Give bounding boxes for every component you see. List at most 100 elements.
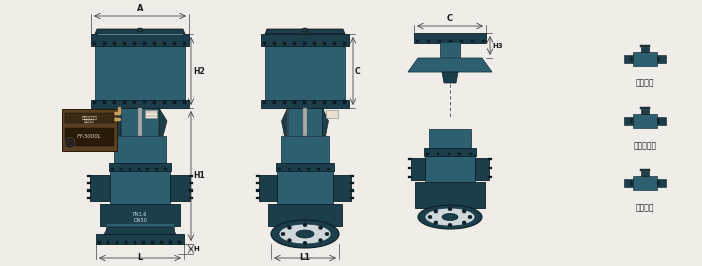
Ellipse shape <box>319 226 322 229</box>
Ellipse shape <box>468 215 472 219</box>
Bar <box>641 171 649 176</box>
Ellipse shape <box>434 221 438 225</box>
Bar <box>109 163 171 171</box>
Polygon shape <box>442 72 458 83</box>
Bar <box>333 101 336 104</box>
Bar <box>103 42 105 45</box>
Ellipse shape <box>325 232 329 236</box>
Bar <box>278 168 281 170</box>
Bar <box>640 169 650 171</box>
Bar <box>95 34 185 102</box>
Bar <box>427 39 430 42</box>
Bar <box>143 42 145 45</box>
Ellipse shape <box>631 60 633 61</box>
Bar <box>143 240 145 243</box>
Bar <box>152 240 154 243</box>
Bar <box>91 34 189 46</box>
Bar <box>145 110 157 118</box>
Ellipse shape <box>631 119 633 120</box>
Bar <box>116 240 118 243</box>
Bar <box>113 101 116 104</box>
Ellipse shape <box>658 184 659 185</box>
Bar <box>189 182 193 184</box>
Polygon shape <box>102 227 178 238</box>
Bar <box>415 182 485 208</box>
Bar <box>65 128 114 146</box>
Bar <box>173 101 176 104</box>
Bar <box>170 175 190 201</box>
Bar <box>163 101 166 104</box>
Bar <box>488 157 492 160</box>
Bar <box>125 240 127 243</box>
Bar <box>416 39 418 42</box>
Bar <box>133 42 135 45</box>
Bar <box>657 55 666 63</box>
Bar <box>173 42 176 45</box>
Bar <box>90 175 110 201</box>
Text: DN50: DN50 <box>133 218 147 222</box>
Bar <box>263 101 265 104</box>
Bar <box>633 114 657 128</box>
Bar <box>121 108 159 136</box>
Bar <box>62 109 117 151</box>
Ellipse shape <box>302 28 308 32</box>
Bar <box>261 100 349 108</box>
Bar <box>163 42 166 45</box>
Bar <box>641 47 649 52</box>
Ellipse shape <box>271 220 339 248</box>
Bar <box>283 101 286 104</box>
Bar <box>107 240 110 243</box>
Bar <box>293 42 296 45</box>
Bar <box>87 197 91 199</box>
Bar <box>440 42 460 58</box>
Ellipse shape <box>448 207 452 211</box>
Ellipse shape <box>631 182 633 184</box>
Bar <box>429 129 471 151</box>
Bar <box>256 174 260 177</box>
Text: H3: H3 <box>492 43 503 48</box>
Bar <box>482 39 484 42</box>
Bar <box>313 42 315 45</box>
Bar <box>657 179 666 187</box>
Bar <box>256 182 260 184</box>
Text: L: L <box>138 253 143 262</box>
Bar <box>183 101 185 104</box>
Bar <box>333 42 336 45</box>
Ellipse shape <box>303 241 307 245</box>
Bar <box>303 101 305 104</box>
Bar <box>93 42 95 45</box>
Bar <box>437 152 439 155</box>
Bar <box>624 179 633 187</box>
Bar <box>425 154 475 184</box>
Bar <box>169 240 171 243</box>
Bar <box>350 174 354 177</box>
Bar <box>268 204 342 226</box>
Ellipse shape <box>631 184 633 185</box>
Text: 对焊连接: 对焊连接 <box>636 203 654 212</box>
Bar <box>65 113 114 123</box>
Bar <box>281 136 329 166</box>
Bar <box>106 223 174 238</box>
Bar <box>624 55 633 63</box>
Bar <box>256 189 260 192</box>
Bar <box>458 152 461 155</box>
Bar <box>411 158 425 180</box>
Bar <box>164 168 166 170</box>
Text: 螺纹连接: 螺纹连接 <box>636 78 654 87</box>
Text: 有限公司: 有限公司 <box>84 119 95 123</box>
Bar <box>288 108 322 136</box>
Ellipse shape <box>425 208 475 226</box>
Bar <box>153 42 156 45</box>
Bar <box>303 42 305 45</box>
Bar <box>323 42 326 45</box>
Text: H1: H1 <box>193 172 205 181</box>
Bar <box>293 101 296 104</box>
Polygon shape <box>95 29 185 34</box>
Bar <box>138 108 142 136</box>
Bar <box>189 174 193 177</box>
Bar <box>273 42 275 45</box>
Bar <box>189 197 193 199</box>
Bar <box>307 168 310 170</box>
Bar <box>143 101 145 104</box>
Bar <box>624 117 633 125</box>
